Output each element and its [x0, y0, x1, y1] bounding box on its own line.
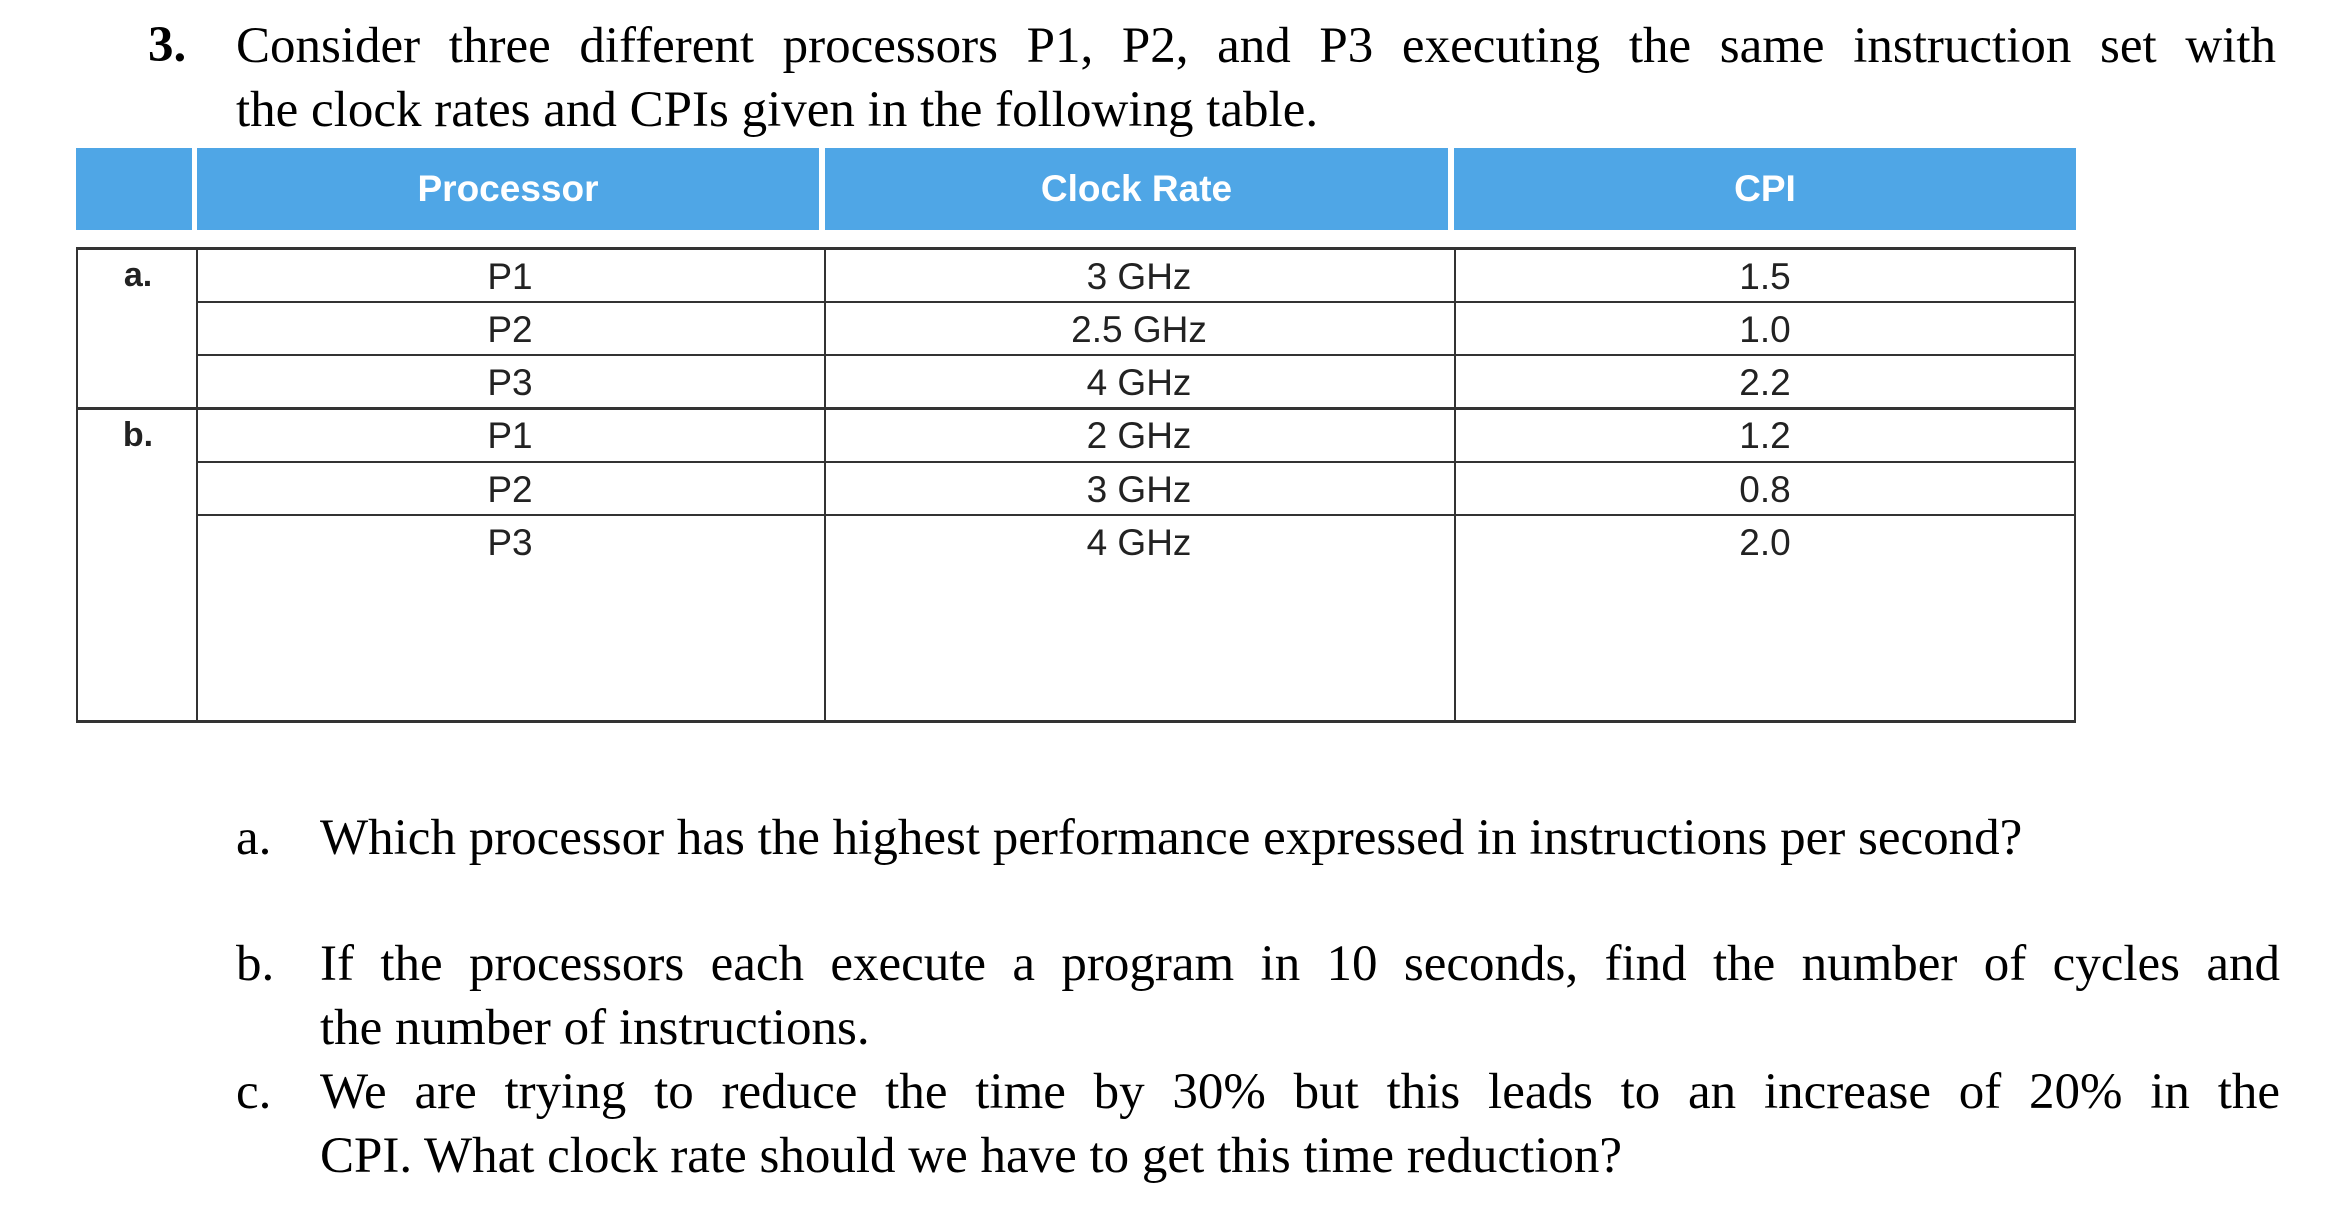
intro-line: the clock rates and CPIs given in the fo… [236, 82, 1319, 138]
cell-cpi: 0.8 [1739, 468, 1791, 510]
question-letter: c. [236, 1064, 272, 1120]
header-cell-clock-rate: Clock Rate [825, 148, 1448, 230]
row-divider [198, 354, 2074, 356]
column-divider [196, 250, 198, 720]
cell-clock-rate: 3 GHz [1086, 468, 1192, 510]
row-divider [198, 301, 2074, 303]
question-line: the number of instructions. [320, 1000, 870, 1056]
table-body: a. b. [76, 247, 2076, 723]
header-cell-blank [76, 148, 192, 230]
question-letter: b. [236, 936, 275, 992]
cell-processor: P2 [487, 308, 533, 350]
question-text: If the processors each execute a program… [320, 932, 2280, 1060]
cell-clock-rate: 2.5 GHz [1071, 308, 1207, 350]
cell-cpi: 1.0 [1739, 308, 1791, 350]
cell-clock-rate: 4 GHz [1086, 521, 1192, 563]
question-b: b. If the processors each execute a prog… [0, 932, 2338, 1060]
question-a: a. Which processor has the highest perfo… [0, 806, 2338, 870]
question-c: c. We are trying to reduce the time by 3… [0, 1060, 2338, 1188]
question-line: We are trying to reduce the time by 30% … [320, 1064, 2280, 1120]
cell-processor: P1 [487, 255, 533, 297]
header-cell-cpi: CPI [1454, 148, 2076, 230]
group-divider [78, 407, 2074, 410]
row-divider [198, 461, 2074, 463]
question-text: Which processor has the highest performa… [320, 806, 2280, 870]
cell-cpi: 2.0 [1739, 521, 1791, 563]
header-cell-processor: Processor [197, 148, 819, 230]
cell-clock-rate: 4 GHz [1086, 361, 1192, 403]
cell-cpi: 1.2 [1739, 414, 1791, 456]
cell-processor: P2 [487, 468, 533, 510]
table-header-row: Processor Clock Rate CPI [76, 148, 2076, 230]
problem-number: 3. [148, 17, 187, 73]
cell-clock-rate: 3 GHz [1086, 255, 1192, 297]
question-line: CPI. What clock rate should we have to g… [320, 1128, 1623, 1184]
question-line: If the processors each execute a program… [320, 936, 2280, 992]
cell-processor: P3 [487, 361, 533, 403]
column-divider [1454, 250, 1456, 720]
question-text: We are trying to reduce the time by 30% … [320, 1060, 2280, 1188]
problem-intro: Consider three different processors P1, … [236, 14, 2276, 142]
cell-cpi: 2.2 [1739, 361, 1791, 403]
column-divider [824, 250, 826, 720]
intro-line: Consider three different processors P1, … [236, 18, 2276, 74]
cell-clock-rate: 2 GHz [1086, 414, 1192, 456]
question-line: Which processor has the highest performa… [320, 810, 2023, 866]
group-label-a: a. [123, 256, 153, 294]
cell-processor: P3 [487, 521, 533, 563]
question-letter: a. [236, 810, 272, 866]
cell-cpi: 1.5 [1739, 255, 1791, 297]
row-divider [198, 514, 2074, 516]
group-label-b: b. [122, 416, 154, 454]
cell-processor: P1 [487, 414, 533, 456]
table-cells: P1 3 GHz 1.5 P2 2.5 GHz 1.0 P3 4 GHz 2.2… [76, 247, 2076, 727]
